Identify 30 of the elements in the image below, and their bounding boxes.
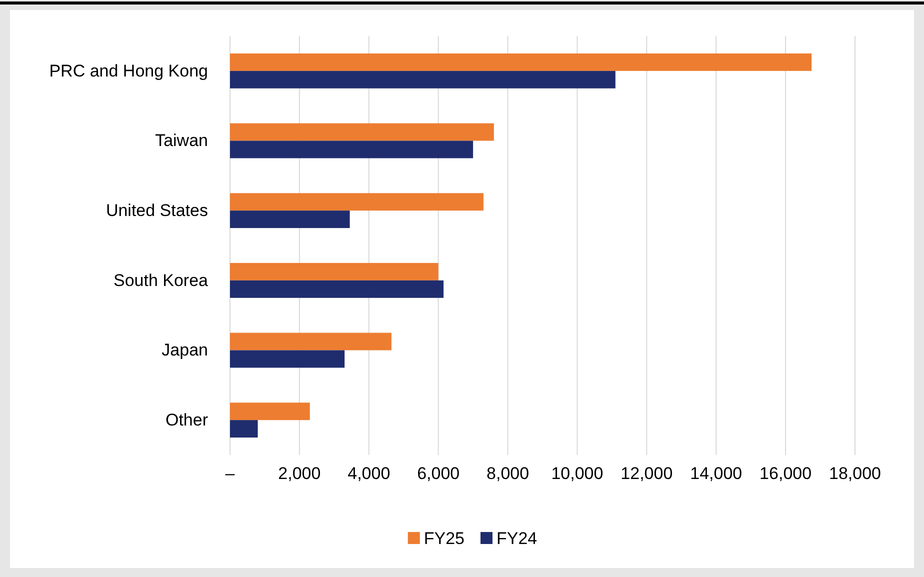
bar (230, 332, 392, 350)
y-tick-label: Japan (162, 340, 208, 360)
x-tick-label: 2,000 (278, 464, 321, 484)
x-tick-label: 14,000 (690, 464, 742, 484)
y-tick-label: United States (106, 201, 208, 220)
bar (230, 210, 350, 228)
bar (230, 140, 474, 158)
y-tick-label: PRC and Hong Kong (49, 61, 208, 80)
y-tick-label: South Korea (113, 270, 209, 290)
bar (230, 262, 438, 280)
bar (230, 420, 258, 438)
y-tick-label: Taiwan (155, 131, 208, 150)
bar (230, 70, 616, 88)
x-tick-label: 8,000 (486, 464, 530, 484)
x-tick-label: – (225, 464, 236, 484)
x-tick-label: 12,000 (620, 464, 673, 484)
bar (230, 193, 484, 211)
y-tick-label: Other (165, 410, 208, 430)
bar (230, 350, 345, 368)
bar (230, 402, 310, 420)
x-tick-label: 6,000 (417, 464, 460, 484)
legend-label: FY25 (424, 529, 464, 548)
bar (230, 280, 444, 298)
x-tick-label: 4,000 (348, 464, 390, 484)
x-tick-label: 18,000 (829, 464, 881, 484)
x-tick-label: 10,000 (551, 464, 604, 484)
bar (230, 123, 494, 141)
x-tick-label: 16,000 (760, 464, 812, 484)
bar (230, 53, 812, 71)
legend-label: FY24 (496, 529, 538, 548)
